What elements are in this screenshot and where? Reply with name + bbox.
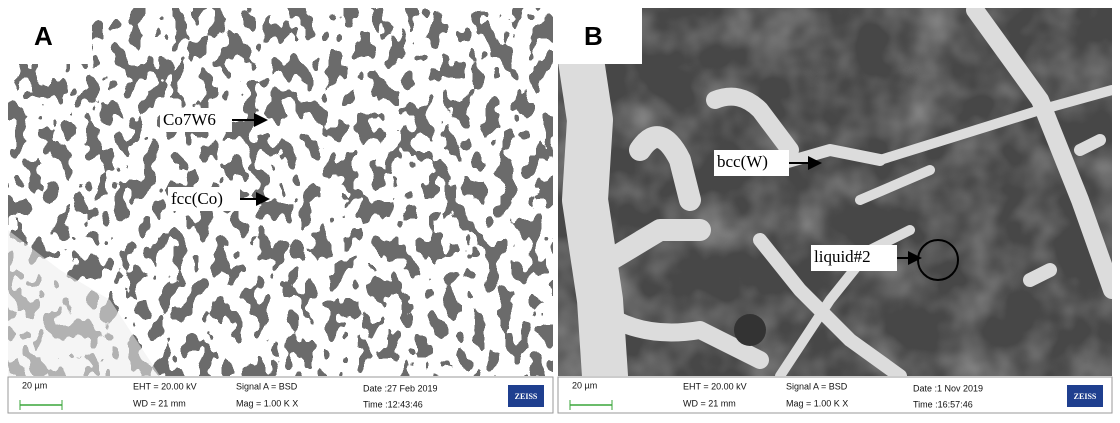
logo: ZEISS: [1074, 392, 1097, 401]
figure: A Co7W6 fcc(Co) B bcc(W) li: [0, 0, 1120, 418]
annotation: bcc(W): [717, 152, 768, 171]
signal: Signal A = BSD: [786, 381, 848, 391]
annotation: fcc(Co): [171, 189, 223, 208]
panel-label: B: [584, 21, 603, 51]
eht: EHT = 20.00 kV: [133, 381, 197, 391]
wd: WD = 21 mm: [133, 398, 186, 408]
signal: Signal A = BSD: [236, 381, 298, 391]
mag: Mag = 1.00 K X: [786, 398, 848, 408]
mag: Mag = 1.00 K X: [236, 398, 298, 408]
eht: EHT = 20.00 kV: [683, 381, 747, 391]
date: Date :27 Feb 2019: [363, 383, 438, 393]
time: Time :16:57:46: [913, 399, 973, 409]
annotation: Co7W6: [163, 110, 216, 129]
wd: WD = 21 mm: [683, 398, 736, 408]
date: Date :1 Nov 2019: [913, 383, 983, 393]
scale-bar-label: 20 µm: [572, 380, 597, 390]
annotation: liquid#2: [814, 247, 871, 266]
info-bars: 20 µm EHT = 20.00 kV WD = 21 mm Signal A = …: [8, 377, 1112, 413]
panel-label: A: [34, 21, 53, 51]
time: Time :12:43:46: [363, 399, 423, 409]
scale-bar-label: 20 µm: [22, 380, 47, 390]
logo: ZEISS: [515, 392, 538, 401]
